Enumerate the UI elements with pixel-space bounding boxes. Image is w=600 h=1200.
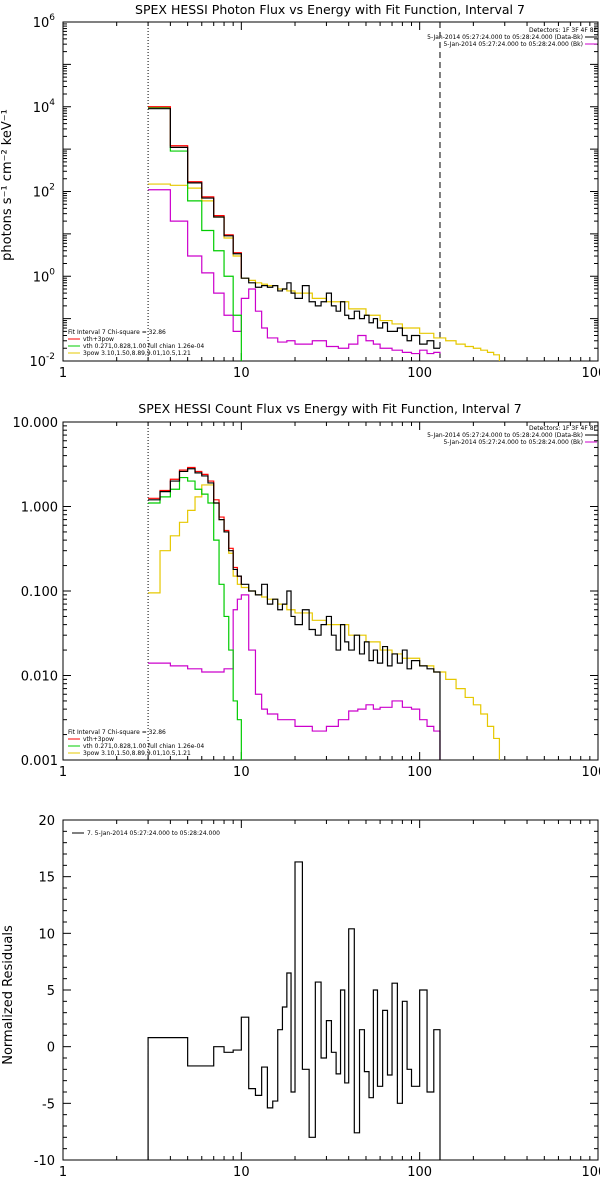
count-chart-title: SPEX HESSI Count Flux vs Energy with Fit… xyxy=(138,401,521,416)
count-bottom-legend-header: Fit Interval 7 Chi-square = 32.86 xyxy=(68,729,166,736)
residuals-ytick-label: 0 xyxy=(47,1041,55,1056)
count-flux-chart: SPEX HESSI Count Flux vs Energy with Fit… xyxy=(13,401,600,780)
residuals-plot-frame xyxy=(62,819,599,1161)
residuals-ytick-label: 5 xyxy=(47,984,55,999)
photon-ytick-label: 10-2 xyxy=(29,352,55,370)
residuals-series-line xyxy=(147,861,441,1160)
count-bottom-legend-entry: 3pow 3.10,1.50,8.89,9.01,10.5,1.21 xyxy=(83,750,191,757)
photon-xtick-label: 1 xyxy=(59,366,67,381)
count-ytick-label: 0.100 xyxy=(21,585,58,600)
photon-ytick-label: 100 xyxy=(33,267,56,285)
residuals-legend-entry: 7. 5-Jan-2014 05:27:24.000 to 05:28:24.0… xyxy=(87,830,220,837)
photon-flux-chart: SPEX HESSI Photon Flux vs Energy with Fi… xyxy=(0,2,600,381)
count-top-legend-header: Detectors: 1F 3F 4F 8F xyxy=(529,425,598,432)
photon-bottom-legend-entry: 3pow 3.10,1.50,8.89,9.01,10.5,1.21 xyxy=(83,350,191,357)
residuals-ytick-label: -10 xyxy=(34,1154,55,1169)
count-bottom-legend-entry: vth 0.271,0.828,1.00 full chian 1.26e-04 xyxy=(83,743,204,750)
photon-series-line xyxy=(148,183,501,361)
photon-ytick-label: 102 xyxy=(33,183,55,201)
count-series-line xyxy=(148,468,441,760)
count-ytick-label: 0.001 xyxy=(21,754,58,769)
count-ytick-label: 0.010 xyxy=(21,670,58,685)
photon-series-line xyxy=(148,107,242,361)
residuals-xtick-label: 1 xyxy=(59,1165,67,1180)
count-ytick-label: 1.000 xyxy=(21,501,58,516)
photon-chart-title: SPEX HESSI Photon Flux vs Energy with Fi… xyxy=(135,2,525,17)
count-xtick-label: 1 xyxy=(59,765,67,780)
residuals-ylabel: Normalized Residuals xyxy=(1,925,16,1065)
count-plot-frame xyxy=(62,421,599,761)
residuals-ytick-label: -5 xyxy=(42,1097,55,1112)
photon-ytick-label: 104 xyxy=(33,98,56,116)
photon-xtick-label: 10 xyxy=(233,366,250,381)
photon-xtick-label: 100 xyxy=(407,366,432,381)
count-series-line xyxy=(148,476,242,760)
photon-series-line xyxy=(148,189,441,355)
photon-series-line xyxy=(148,108,440,349)
residuals-xtick-label: 10 xyxy=(233,1165,250,1180)
residuals-ytick-label: 15 xyxy=(38,871,55,886)
photon-bottom-legend-header: Fit Interval 7 Chi-square = 32.86 xyxy=(68,329,166,336)
photon-ytick-label: 106 xyxy=(33,13,56,31)
count-xtick-label: 10 xyxy=(233,765,250,780)
photon-bottom-legend-entry: vth+3pow xyxy=(83,336,114,343)
count-ytick-label: 10.000 xyxy=(13,416,59,431)
photon-chart-ylabel: photons s⁻¹ cm⁻² keV⁻¹ xyxy=(0,109,15,261)
photon-top-legend-entry: 5-Jan-2014 05:27:24.000 to 05:28:24.000 … xyxy=(427,34,583,41)
count-bottom-legend-entry: vth+3pow xyxy=(83,736,114,743)
residuals-ytick-label: 10 xyxy=(38,927,55,942)
photon-top-legend-entry: 5-Jan-2014 05:27:24.000 to 05:28:24.000 … xyxy=(443,41,583,48)
residuals-xtick-label: 100 xyxy=(407,1165,432,1180)
photon-plot-frame xyxy=(62,21,599,362)
photon-top-legend-header: Detectors: 1F 3F 4F 8F xyxy=(529,27,598,34)
count-xtick-label: 100 xyxy=(407,765,432,780)
count-top-legend-entry: 5-Jan-2014 05:27:24.000 to 05:28:24.000 … xyxy=(427,432,583,439)
photon-bottom-legend-entry: vth 0.271,0.828,1.00 full chian 1.26e-04 xyxy=(83,343,204,350)
residuals-ytick-label: 20 xyxy=(38,814,55,829)
photon-series-line xyxy=(148,106,242,278)
count-series-line xyxy=(148,484,501,760)
count-series-line xyxy=(148,594,441,760)
count-top-legend-entry: 5-Jan-2014 05:27:24.000 to 05:28:24.000 … xyxy=(443,439,583,446)
